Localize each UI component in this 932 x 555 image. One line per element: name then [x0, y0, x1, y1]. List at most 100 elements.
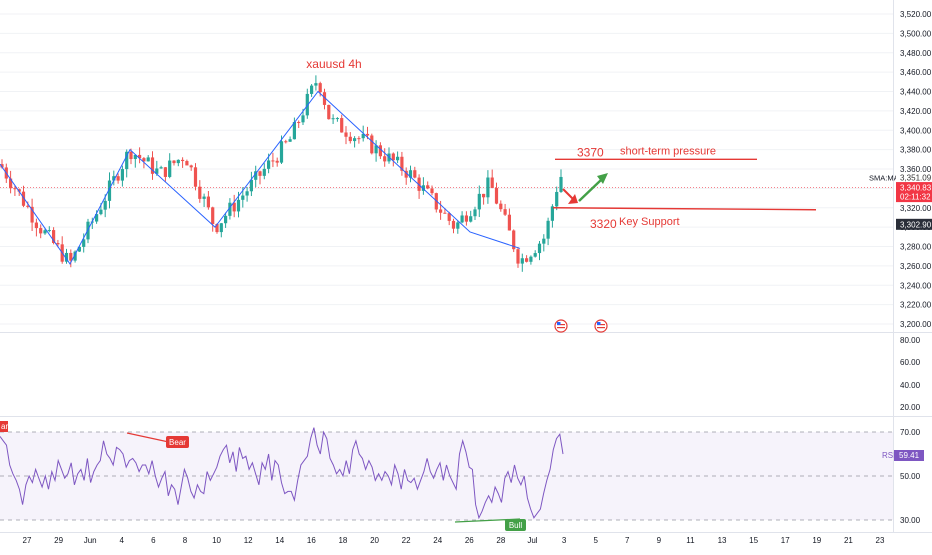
time-axis[interactable]: 27 29 Jun 4 6 8 10 12 14 16 18 20 22 24 26 28 Jul 3 5 7 9 11 1… — [0, 532, 932, 545]
candle-body — [26, 205, 30, 207]
candle-body — [559, 176, 563, 192]
price-tick-label: 3,460.00 — [900, 68, 932, 77]
flag-stripe — [557, 324, 565, 326]
candle-body — [335, 118, 339, 120]
candle-body — [426, 185, 430, 189]
us-flag-icon — [594, 319, 608, 333]
bear-label-bg — [166, 436, 189, 448]
time-tick-label: 28 — [496, 536, 505, 545]
rsi-tick-label: 50.00 — [900, 472, 921, 481]
candle-body — [69, 252, 73, 261]
bull-label: Bull — [509, 521, 523, 530]
time-tick-label: 12 — [244, 536, 253, 545]
candle-body — [150, 157, 155, 174]
rsi-tick-label: 70.00 — [900, 428, 921, 437]
candle-body — [13, 188, 17, 190]
candle-body — [507, 214, 511, 231]
candle-body — [550, 206, 554, 221]
candle-body — [95, 214, 99, 222]
candle-body — [529, 256, 533, 262]
candle-body — [198, 186, 202, 199]
zigzag-line — [0, 90, 521, 265]
flag-stripe — [597, 324, 605, 326]
time-tick-label: 20 — [370, 536, 379, 545]
chart-title: xauusd 4h — [306, 57, 361, 71]
time-tick-label: 14 — [275, 536, 284, 545]
candle-body — [211, 207, 215, 225]
candle-body — [374, 145, 378, 154]
event-markers[interactable] — [554, 319, 608, 333]
bull-label-bg — [505, 519, 526, 531]
rsi-band — [0, 432, 893, 520]
price-tick-label: 3,320.00 — [900, 204, 932, 213]
candle-body — [112, 176, 116, 181]
candle-body — [344, 132, 348, 137]
candle-body — [404, 170, 408, 178]
candle-body — [503, 209, 507, 215]
time-tick-label: 24 — [433, 536, 442, 545]
volume-tick-label: 60.00 — [900, 358, 921, 367]
candle-body — [322, 92, 327, 105]
candle-body — [159, 167, 163, 169]
time-tick-label: 23 — [876, 536, 885, 545]
candle-body — [288, 139, 292, 142]
candle-body — [494, 187, 499, 204]
candle-body — [155, 168, 159, 174]
pane-separator — [0, 416, 932, 417]
candle-body — [447, 213, 451, 221]
time-tick-label: 17 — [781, 536, 790, 545]
pane-separator — [0, 332, 932, 333]
candle-body — [73, 251, 77, 261]
candle-body — [477, 193, 481, 210]
grid-lines — [0, 13, 893, 325]
candle-body — [400, 156, 404, 171]
candle-body — [451, 220, 456, 229]
volume-tick-label: 80.00 — [900, 336, 921, 345]
candle-body — [189, 165, 193, 168]
candle-body — [348, 136, 352, 142]
candle-body — [56, 242, 60, 245]
price-tick-label: 3,260.00 — [900, 262, 932, 271]
price-tick-label: 3,280.00 — [900, 243, 932, 252]
support-label-text: Key Support — [619, 216, 680, 228]
candle-body — [383, 156, 387, 162]
candle-body — [456, 222, 460, 229]
volume-tick-label: 20.00 — [900, 403, 921, 412]
support-line — [552, 207, 817, 211]
candle-body — [52, 230, 56, 243]
candle-body — [77, 246, 81, 252]
time-tick-label: 8 — [183, 536, 188, 545]
candle-body — [460, 215, 464, 223]
candle-body — [439, 209, 443, 213]
candlesticks — [0, 75, 563, 272]
price-tick-label: 3,500.00 — [900, 29, 932, 38]
candle-body — [443, 212, 447, 214]
candle-body — [193, 167, 198, 187]
time-tick-label: 10 — [212, 536, 221, 545]
candle-body — [254, 171, 258, 180]
price-axis[interactable]: 3,520.00 3,500.00 3,480.00 3,460.00 3,440.00… — [869, 10, 932, 525]
candle-body — [490, 177, 494, 188]
down-arrow-head — [568, 194, 578, 204]
rsi-line — [0, 427, 564, 520]
candle-body — [224, 215, 228, 224]
flag-canton — [557, 322, 561, 325]
volume-tick-label: 40.00 — [900, 381, 921, 390]
candle-body — [520, 258, 524, 264]
candle-body — [219, 223, 223, 233]
support-label-price: 3320 — [590, 217, 617, 231]
candle-body — [181, 159, 185, 162]
price-badge-bg — [896, 218, 932, 230]
candle-body — [202, 196, 206, 199]
candle-body — [396, 156, 400, 161]
flag-stripe — [597, 327, 605, 329]
candle-body — [430, 188, 434, 194]
up-arrow — [578, 179, 602, 202]
candle-body — [353, 138, 357, 142]
candle-body — [537, 243, 542, 254]
candle-body — [267, 160, 271, 169]
down-arrow — [562, 188, 574, 200]
candle-body — [318, 83, 322, 93]
